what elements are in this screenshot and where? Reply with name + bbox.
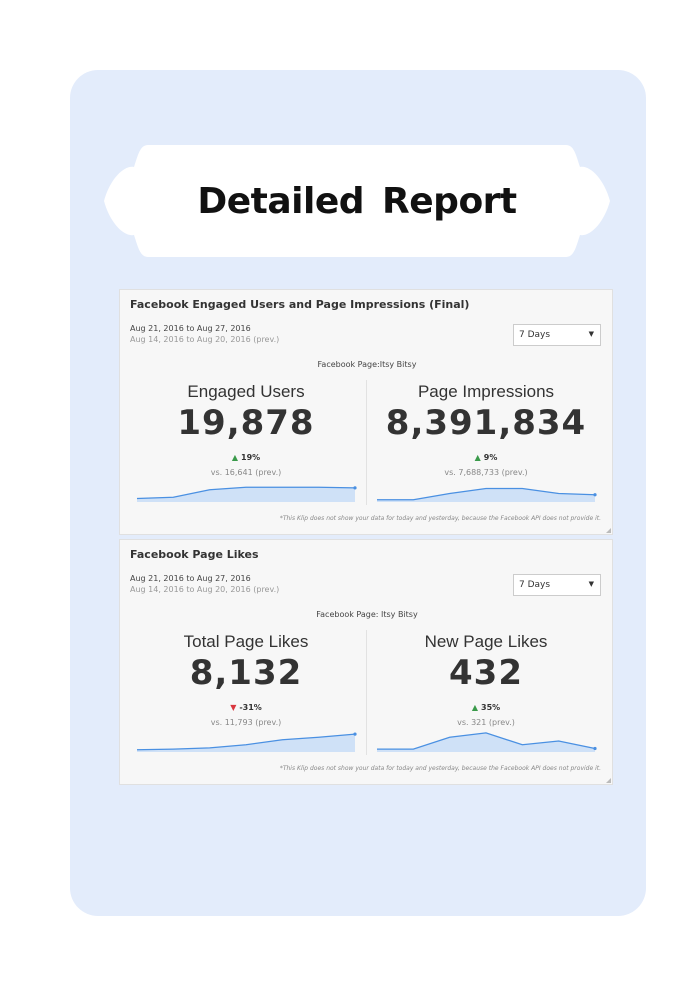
page-title: Detailed Report	[197, 180, 517, 222]
sparkline-end-point	[353, 732, 357, 736]
change-value: -31%	[239, 703, 262, 712]
metric-prev: vs. 11,793 (prev.)	[210, 718, 282, 727]
metric-prev: vs. 16,641 (prev.)	[210, 468, 282, 477]
sparkline	[136, 486, 357, 502]
sparkline-end-point	[593, 493, 597, 497]
caret-down-icon: ▼	[588, 580, 594, 588]
metric-change: ▲ 19%	[130, 453, 362, 462]
period-select[interactable]: 7 Days ▼	[513, 324, 601, 346]
sparkline-line	[136, 733, 356, 751]
sparkline	[377, 487, 597, 502]
panel-title: Facebook Page Likes	[130, 548, 259, 561]
metric-label: Page Impressions	[417, 382, 555, 401]
period-select-value: 7 Days	[519, 330, 551, 340]
metric-engaged-users: Engaged Users 19,878 ▲ 19% vs. 16,641 (pr…	[130, 375, 362, 505]
metric-prev: vs. 321 (prev.)	[457, 718, 515, 727]
divider	[366, 630, 367, 755]
page-label: Facebook Page:Itsy Bitsy	[317, 360, 417, 369]
triangle-up-icon: ▲	[231, 453, 238, 462]
metric-change: ▼ -31%	[130, 703, 362, 712]
sparkline-end-point	[353, 486, 357, 490]
resize-grip[interactable]	[606, 778, 611, 783]
triangle-up-icon: ▲	[474, 453, 481, 462]
prev-date-range: Aug 14, 2016 to Aug 20, 2016 (prev.)	[130, 335, 280, 344]
sparkline-area	[137, 487, 355, 502]
change-value: 35%	[481, 703, 501, 712]
metric-label: New Page Likes	[424, 632, 548, 651]
prev-date-range: Aug 14, 2016 to Aug 20, 2016 (prev.)	[130, 585, 280, 594]
metric-value: 8,132	[189, 653, 303, 693]
metric-value: 19,878	[177, 403, 315, 443]
sparkline	[136, 732, 357, 752]
panel-page-likes: Facebook Page Likes Aug 21, 2016 to Aug …	[119, 539, 613, 785]
panel-title: Facebook Engaged Users and Page Impressi…	[130, 298, 470, 311]
sparkline-area	[377, 732, 595, 752]
metric-new-page-likes: New Page Likes 432 ▲ 35% vs. 321 (prev.)	[370, 625, 602, 755]
sparkline-line	[136, 486, 356, 500]
footnote: *This Klip does not show your data for t…	[279, 515, 601, 522]
period-select-value: 7 Days	[519, 580, 551, 590]
date-range: Aug 21, 2016 to Aug 27, 2016	[130, 574, 251, 583]
triangle-up-icon: ▲	[471, 703, 478, 712]
metric-value: 432	[449, 653, 523, 693]
banner-shape	[104, 145, 610, 257]
sparkline-line	[377, 487, 596, 501]
sparkline	[377, 732, 597, 752]
metric-label: Total Page Likes	[183, 632, 309, 651]
page-label: Facebook Page: Itsy Bitsy	[316, 610, 418, 619]
period-select[interactable]: 7 Days ▼	[513, 574, 601, 596]
metric-label: Engaged Users	[187, 382, 305, 401]
metric-change: ▲ 35%	[370, 703, 602, 712]
change-value: 19%	[241, 453, 261, 462]
title-banner: Detailed Report	[104, 145, 610, 257]
resize-grip[interactable]	[606, 528, 611, 533]
footnote: *This Klip does not show your data for t…	[279, 765, 601, 772]
panel-engaged-users: Facebook Engaged Users and Page Impressi…	[119, 289, 613, 535]
change-value: 9%	[483, 453, 498, 462]
metric-change: ▲ 9%	[370, 453, 602, 462]
metric-prev: vs. 7,688,733 (prev.)	[444, 468, 528, 477]
metric-page-impressions: Page Impressions 8,391,834 ▲ 9% vs. 7,688…	[370, 375, 602, 505]
divider	[366, 380, 367, 505]
date-range: Aug 21, 2016 to Aug 27, 2016	[130, 324, 251, 333]
metric-value: 8,391,834	[385, 403, 587, 443]
sparkline-line	[377, 732, 596, 750]
sparkline-end-point	[593, 746, 597, 751]
triangle-down-icon: ▼	[230, 703, 237, 712]
sparkline-area	[377, 488, 595, 502]
caret-down-icon: ▼	[588, 330, 594, 338]
metric-total-page-likes: Total Page Likes 8,132 ▼ -31% vs. 11,793 …	[130, 625, 362, 755]
